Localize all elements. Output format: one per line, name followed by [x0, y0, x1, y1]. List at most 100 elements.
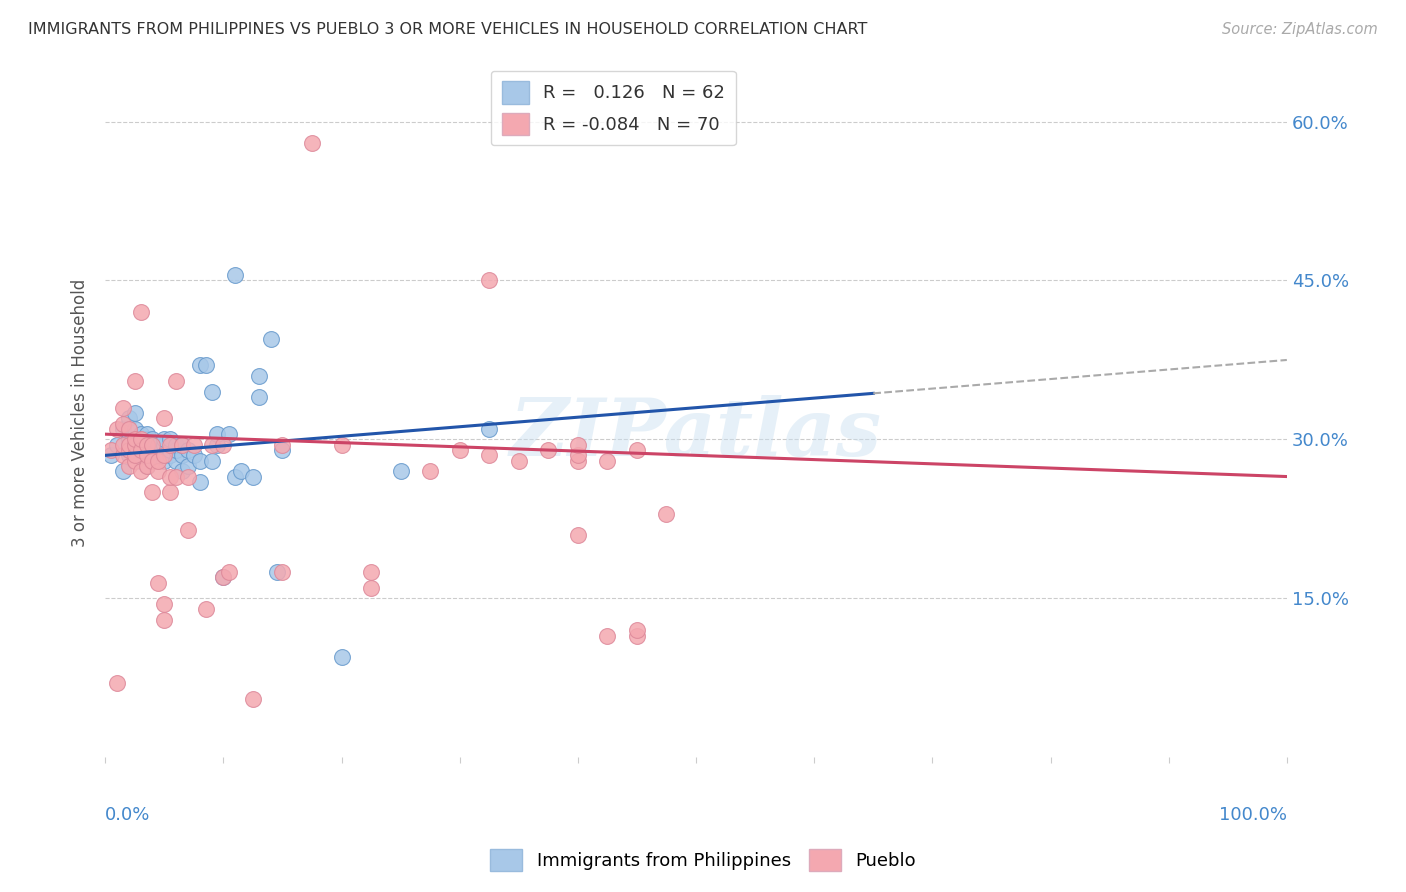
Point: [159, 485, 181, 500]
Point: [537, 443, 560, 458]
Point: [153, 597, 176, 611]
Point: [105, 438, 128, 452]
Point: [224, 268, 246, 283]
Point: [153, 411, 176, 425]
Point: [170, 438, 193, 452]
Point: [153, 448, 176, 462]
Point: [129, 443, 152, 458]
Point: [508, 453, 530, 467]
Point: [118, 422, 141, 436]
Point: [111, 417, 134, 431]
Point: [129, 464, 152, 478]
Point: [419, 464, 441, 478]
Point: [218, 427, 240, 442]
Point: [301, 136, 323, 150]
Point: [118, 438, 141, 452]
Point: [141, 438, 163, 452]
Point: [266, 565, 288, 579]
Point: [177, 523, 200, 537]
Point: [105, 676, 128, 690]
Point: [183, 448, 205, 462]
Point: [626, 443, 648, 458]
Point: [567, 448, 589, 462]
Point: [129, 433, 152, 447]
Point: [449, 443, 471, 458]
Point: [105, 422, 128, 436]
Point: [218, 565, 240, 579]
Point: [626, 624, 648, 638]
Point: [118, 458, 141, 473]
Legend: Immigrants from Philippines, Pueblo: Immigrants from Philippines, Pueblo: [482, 842, 924, 879]
Point: [177, 443, 200, 458]
Point: [135, 438, 157, 452]
Point: [165, 453, 187, 467]
Point: [141, 485, 163, 500]
Point: [183, 438, 205, 452]
Point: [567, 453, 589, 467]
Point: [153, 438, 176, 452]
Point: [165, 438, 187, 452]
Point: [148, 443, 170, 458]
Text: ZIPatlas: ZIPatlas: [510, 395, 882, 473]
Point: [129, 305, 152, 319]
Point: [165, 443, 187, 458]
Point: [626, 628, 648, 642]
Point: [111, 422, 134, 436]
Point: [177, 469, 200, 483]
Point: [124, 438, 146, 452]
Point: [111, 438, 134, 452]
Point: [242, 692, 264, 706]
Point: [124, 433, 146, 447]
Y-axis label: 3 or more Vehicles in Household: 3 or more Vehicles in Household: [72, 279, 89, 547]
Point: [111, 448, 134, 462]
Point: [124, 448, 146, 462]
Point: [118, 433, 141, 447]
Point: [118, 448, 141, 462]
Point: [124, 453, 146, 467]
Point: [124, 422, 146, 436]
Point: [478, 448, 501, 462]
Point: [194, 358, 217, 372]
Point: [567, 528, 589, 542]
Text: Source: ZipAtlas.com: Source: ZipAtlas.com: [1222, 22, 1378, 37]
Point: [129, 427, 152, 442]
Point: [194, 602, 217, 616]
Point: [271, 438, 294, 452]
Point: [148, 438, 170, 452]
Point: [153, 433, 176, 447]
Point: [141, 453, 163, 467]
Point: [135, 443, 157, 458]
Point: [229, 464, 252, 478]
Point: [153, 448, 176, 462]
Point: [200, 453, 222, 467]
Point: [159, 443, 181, 458]
Point: [389, 464, 412, 478]
Point: [159, 438, 181, 452]
Point: [124, 374, 146, 388]
Point: [124, 406, 146, 420]
Point: [153, 613, 176, 627]
Point: [129, 433, 152, 447]
Point: [177, 458, 200, 473]
Point: [212, 570, 235, 584]
Point: [135, 427, 157, 442]
Point: [207, 427, 229, 442]
Point: [135, 438, 157, 452]
Point: [655, 507, 678, 521]
Point: [271, 565, 294, 579]
Point: [141, 448, 163, 462]
Point: [148, 575, 170, 590]
Point: [188, 358, 211, 372]
Legend: R =   0.126   N = 62, R = -0.084   N = 70: R = 0.126 N = 62, R = -0.084 N = 70: [491, 70, 735, 145]
Point: [188, 475, 211, 489]
Text: 100.0%: 100.0%: [1219, 805, 1286, 823]
Point: [124, 443, 146, 458]
Point: [247, 368, 270, 383]
Point: [596, 453, 619, 467]
Point: [159, 448, 181, 462]
Point: [567, 438, 589, 452]
Point: [111, 401, 134, 415]
Point: [159, 469, 181, 483]
Point: [118, 443, 141, 458]
Point: [141, 433, 163, 447]
